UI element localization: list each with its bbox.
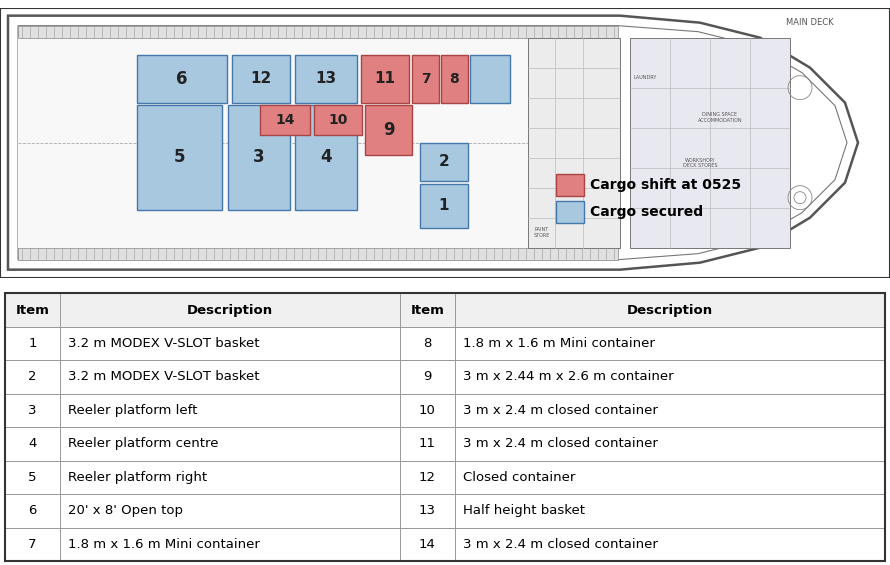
Bar (5, 460, 885, 494)
Text: Item: Item (410, 303, 444, 316)
Text: 4: 4 (28, 437, 36, 450)
Bar (18, 38, 618, 247)
Text: 10: 10 (328, 112, 348, 127)
Text: 20' x 8' Open top: 20' x 8' Open top (68, 505, 183, 518)
Bar (295, 105, 357, 210)
Text: 5: 5 (174, 148, 185, 166)
Bar (295, 55, 357, 103)
Text: Description: Description (187, 303, 273, 316)
Text: DINING SPACE
ACCOMMODATION: DINING SPACE ACCOMMODATION (698, 112, 742, 123)
Text: 3: 3 (28, 404, 36, 417)
Text: 3 m x 2.44 m x 2.6 m container: 3 m x 2.44 m x 2.6 m container (463, 371, 674, 384)
Text: 3: 3 (253, 148, 265, 166)
Bar (137, 55, 227, 103)
Text: 1.8 m x 1.6 m Mini container: 1.8 m x 1.6 m Mini container (68, 538, 260, 551)
Text: 1: 1 (439, 198, 449, 213)
Text: 13: 13 (315, 71, 336, 86)
Bar (528, 38, 620, 247)
Bar (5, 528, 885, 561)
Text: 2: 2 (439, 154, 449, 169)
Bar (260, 105, 310, 134)
Bar (314, 105, 362, 134)
Text: Reeler platform centre: Reeler platform centre (68, 437, 219, 450)
Text: PAINT
STORE: PAINT STORE (534, 227, 550, 238)
Text: 3 m x 2.4 m closed container: 3 m x 2.4 m closed container (463, 437, 658, 450)
Bar (365, 105, 412, 155)
Text: 2: 2 (28, 371, 36, 384)
Bar (5, 327, 885, 360)
Text: 3 m x 2.4 m closed container: 3 m x 2.4 m closed container (463, 404, 658, 417)
Polygon shape (8, 16, 858, 270)
Text: 6: 6 (176, 69, 188, 88)
Text: Reeler platform right: Reeler platform right (68, 471, 207, 484)
Bar (441, 55, 468, 103)
Text: Cargo shift at 0525: Cargo shift at 0525 (590, 177, 741, 192)
Text: 9: 9 (424, 371, 432, 384)
Text: 3.2 m MODEX V-SLOT basket: 3.2 m MODEX V-SLOT basket (68, 337, 260, 350)
Text: Description: Description (627, 303, 713, 316)
Bar (412, 55, 439, 103)
Bar (470, 55, 510, 103)
Bar (5, 360, 885, 394)
Bar (228, 105, 290, 210)
Text: 12: 12 (419, 471, 436, 484)
Bar (5, 494, 885, 528)
Text: 3.2 m MODEX V-SLOT basket: 3.2 m MODEX V-SLOT basket (68, 371, 260, 384)
Text: 3 m x 2.4 m closed container: 3 m x 2.4 m closed container (463, 538, 658, 551)
Text: LAUNDRY: LAUNDRY (634, 75, 657, 80)
Text: 11: 11 (419, 437, 436, 450)
Text: 10: 10 (419, 404, 436, 417)
Bar (420, 184, 468, 228)
Text: 13: 13 (419, 505, 436, 518)
Bar (5, 427, 885, 460)
Text: 11: 11 (375, 71, 395, 86)
Bar (556, 173, 584, 195)
Text: 8: 8 (424, 337, 432, 350)
Text: 12: 12 (250, 71, 271, 86)
Bar (420, 143, 468, 181)
Bar (137, 105, 222, 210)
Text: Half height basket: Half height basket (463, 505, 585, 518)
Bar (630, 38, 790, 247)
Bar (5, 293, 885, 327)
Text: Reeler platform left: Reeler platform left (68, 404, 198, 417)
Text: WORKSHOP/
DECK STORES: WORKSHOP/ DECK STORES (683, 157, 717, 168)
Bar (18, 247, 618, 260)
Text: 4: 4 (320, 148, 332, 166)
Text: Closed container: Closed container (463, 471, 575, 484)
Text: 9: 9 (383, 121, 394, 138)
Text: 6: 6 (28, 505, 36, 518)
Text: 7: 7 (421, 72, 430, 86)
Bar (5, 394, 885, 427)
Text: 1.8 m x 1.6 m Mini container: 1.8 m x 1.6 m Mini container (463, 337, 655, 350)
Text: 1: 1 (28, 337, 36, 350)
Text: 14: 14 (419, 538, 436, 551)
Text: 8: 8 (449, 72, 459, 86)
Text: Cargo secured: Cargo secured (590, 205, 703, 219)
Text: 5: 5 (28, 471, 36, 484)
Bar (18, 25, 618, 38)
Text: 7: 7 (28, 538, 36, 551)
Bar (556, 201, 584, 223)
Text: 14: 14 (275, 112, 295, 127)
Bar (232, 55, 290, 103)
Bar (361, 55, 409, 103)
Text: MAIN DECK: MAIN DECK (786, 18, 834, 27)
Text: Item: Item (15, 303, 50, 316)
